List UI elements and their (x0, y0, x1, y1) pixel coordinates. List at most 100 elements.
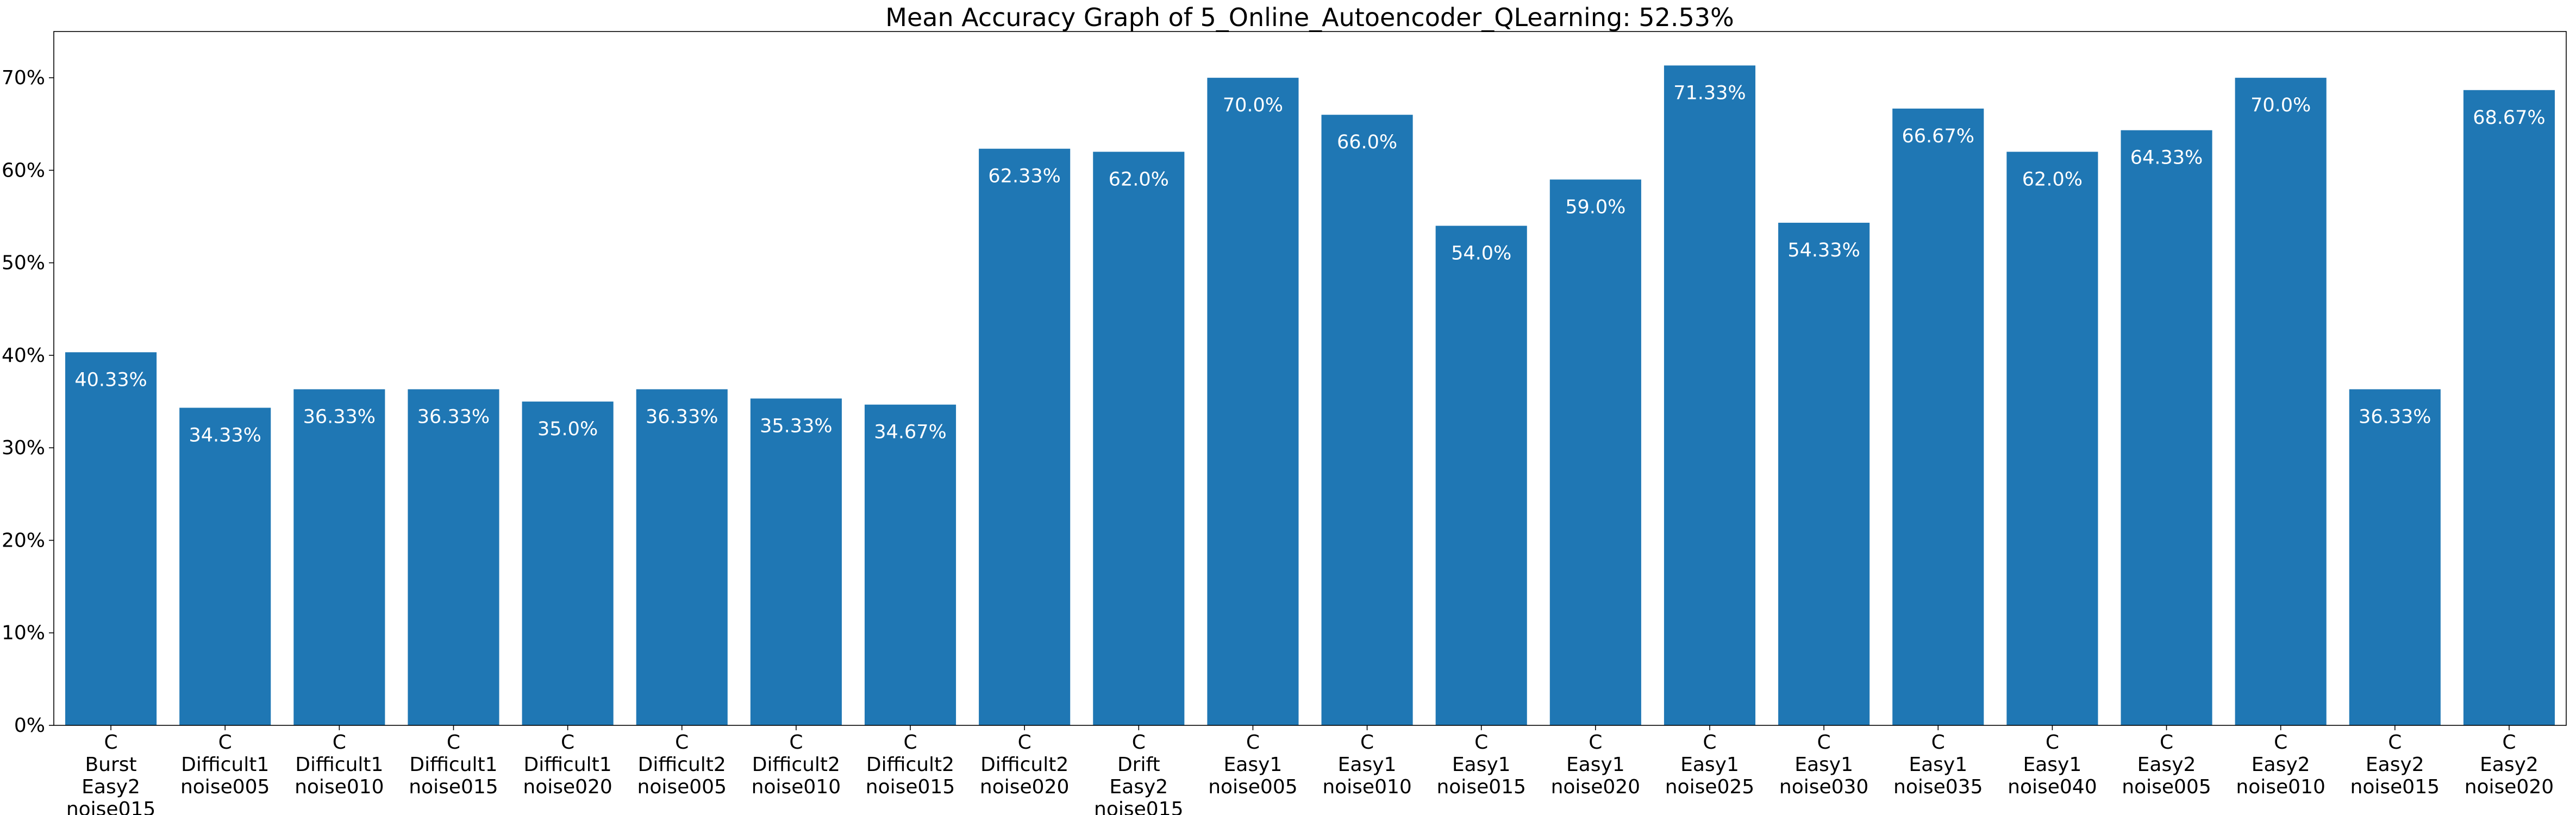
x-tick-label-line: noise005 (2122, 776, 2211, 798)
x-tick-label-line: noise030 (1779, 776, 1868, 798)
bar (636, 389, 728, 725)
x-tick-label-line: Difficult1 (295, 754, 383, 776)
x-tick-label-line: Easy2 (1109, 776, 1168, 798)
bar-value-label: 66.0% (1337, 131, 1397, 153)
x-tick-label-line: noise010 (1322, 776, 1411, 798)
x-tick-label-line: C (561, 731, 574, 754)
x-tick-label-line: C (2160, 731, 2173, 754)
x-tick-label-line: noise020 (2465, 776, 2554, 798)
x-tick-label-line: Difficult2 (752, 754, 840, 776)
x-tick-label-line: C (1018, 731, 1031, 754)
x-tick-label: C Easy1 noise005 (1208, 731, 1297, 798)
bar (2463, 90, 2555, 725)
x-tick-label-line: noise015 (66, 798, 155, 815)
bar-value-label: 66.67% (1902, 126, 1974, 147)
y-tick-label: 20% (2, 529, 45, 551)
x-tick-label-line: Easy1 (1795, 754, 1853, 776)
x-tick-label: C Easy1 noise010 (1322, 731, 1411, 798)
x-tick-label-line: noise020 (523, 776, 612, 798)
x-tick-label: C Easy1 noise030 (1779, 731, 1868, 798)
x-tick-label-line: Easy1 (1338, 754, 1397, 776)
x-tick-label-line: C (1589, 731, 1602, 754)
y-tick-label: 0% (14, 714, 45, 737)
x-tick-label: C Difficult1 noise005 (180, 731, 270, 798)
x-tick-label-line: C (104, 731, 117, 754)
x-tick-label-line: Burst (85, 754, 136, 776)
bar-value-label: 35.0% (537, 418, 598, 440)
x-tick-label-line: noise035 (1893, 776, 1983, 798)
x-tick-label-line: Easy2 (2480, 754, 2539, 776)
bar (65, 352, 157, 725)
x-tick-label-line: noise015 (2350, 776, 2440, 798)
x-tick-label-line: C (903, 731, 917, 754)
x-tick-label-line: noise020 (980, 776, 1069, 798)
bar-value-label: 40.33% (74, 369, 147, 391)
x-tick-label-line: noise010 (752, 776, 841, 798)
y-tick-label: 10% (2, 622, 45, 644)
x-tick-label-line: Easy1 (1909, 754, 1967, 776)
bar (1892, 108, 1984, 725)
y-tick-label: 60% (2, 159, 45, 181)
bar-value-label: 35.33% (760, 415, 832, 437)
x-tick-label-line: C (2502, 731, 2516, 754)
x-tick-label-line: Easy2 (82, 776, 140, 798)
bar (2121, 130, 2212, 725)
x-tick-label-line: C (333, 731, 346, 754)
x-tick-label: C Difficult2 noise010 (752, 731, 841, 798)
x-tick-label-line: C (675, 731, 689, 754)
x-tick-label-line: Difficult2 (866, 754, 954, 776)
x-tick-label-line: noise015 (409, 776, 498, 798)
bar-value-label: 36.33% (2359, 406, 2431, 428)
x-tick-label-line: noise025 (1665, 776, 1754, 798)
plot-frame (53, 31, 2567, 726)
x-tick-label: C Drift Easy2 noise015 (1094, 731, 1183, 815)
bar (979, 148, 1071, 725)
x-tick-label-line: C (1474, 731, 1488, 754)
bar (1093, 152, 1185, 725)
x-tick-label: C Easy2 noise005 (2122, 731, 2211, 798)
x-tick-label: C Easy1 noise025 (1665, 731, 1754, 798)
x-tick-label: C Easy2 noise010 (2236, 731, 2325, 798)
x-tick-label-line: Easy2 (2137, 754, 2196, 776)
x-tick-label: C Difficult2 noise005 (637, 731, 727, 798)
bar-value-label: 62.0% (2022, 168, 2083, 190)
bar-value-label: 59.0% (1565, 196, 1625, 218)
x-tick-label: C Easy2 noise015 (2350, 731, 2440, 798)
x-tick-label-line: Easy2 (2366, 754, 2424, 776)
x-tick-label-line: noise010 (295, 776, 384, 798)
bar-value-label: 36.33% (417, 406, 490, 428)
x-tick-label-line: noise010 (2236, 776, 2325, 798)
x-tick-label-line: C (1817, 731, 1831, 754)
bar (864, 404, 956, 725)
bar-value-label: 62.0% (1109, 168, 1169, 190)
bar (1435, 225, 1527, 725)
bar-value-label: 34.33% (189, 424, 261, 446)
chart-title: Mean Accuracy Graph of 5_Online_Autoenco… (885, 3, 1734, 32)
bars-group: 40.33% 34.33% 36.33% 36.33% 35.0% 36.33% 35.33… (65, 65, 2555, 726)
x-tick-label-line: C (1246, 731, 1260, 754)
x-tick-label-line: noise005 (1208, 776, 1297, 798)
x-tick-label: C Easy1 noise040 (2008, 731, 2097, 798)
bar (408, 389, 499, 725)
x-tick-label-line: Easy1 (1224, 754, 1283, 776)
bar (1664, 65, 1756, 725)
x-tick-label-line: Easy1 (1452, 754, 1511, 776)
bar (1207, 78, 1299, 726)
y-tick-label: 30% (2, 437, 45, 459)
x-tick-label-line: C (1360, 731, 1374, 754)
bar-value-label: 36.33% (646, 406, 718, 428)
x-tick-label-line: Difficult2 (980, 754, 1068, 776)
bar (1778, 222, 1870, 726)
x-tick-label: C Difficult1 noise015 (409, 731, 498, 798)
y-tick-label: 50% (2, 252, 45, 274)
bar (179, 408, 271, 725)
bar (2006, 152, 2098, 725)
bar (2235, 78, 2327, 726)
bar-value-label: 68.67% (2473, 107, 2545, 129)
bar (293, 389, 385, 725)
bar-value-label: 71.33% (1673, 82, 1746, 104)
x-tick-label-line: noise015 (1436, 776, 1525, 798)
x-tick-label-line: C (2388, 731, 2402, 754)
x-tick-label: C Easy1 noise015 (1436, 731, 1525, 798)
